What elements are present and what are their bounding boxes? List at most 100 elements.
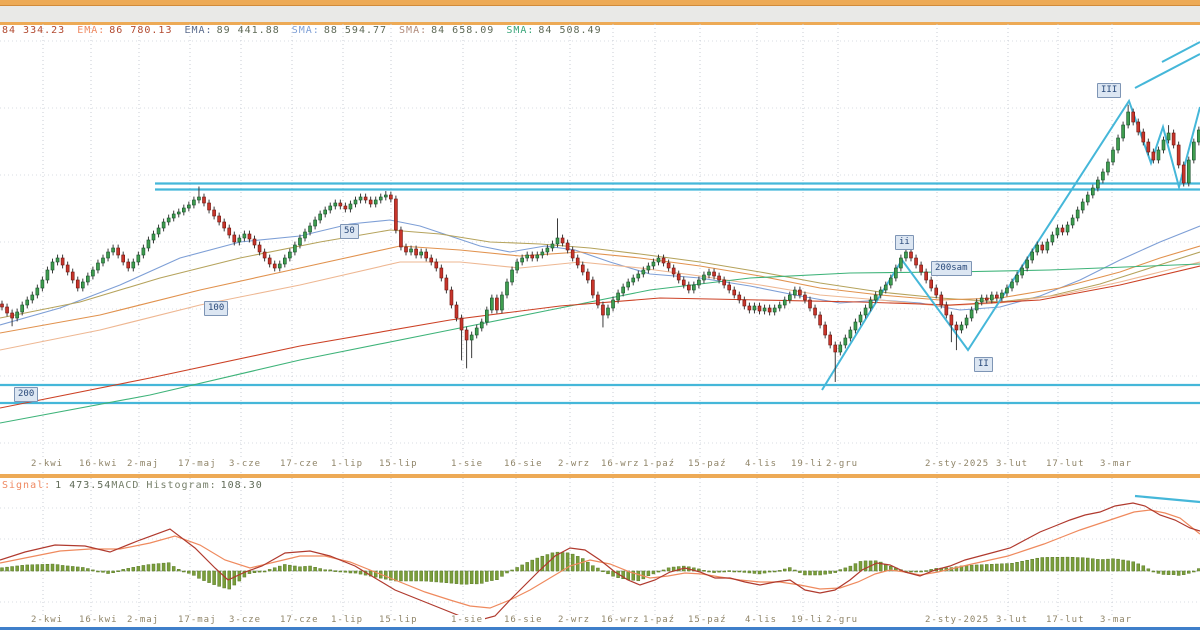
histogram-bar	[591, 565, 595, 572]
candle-body	[277, 263, 282, 269]
chart-tag-50[interactable]: 50	[340, 224, 359, 239]
chart-tag-200[interactable]: 200	[14, 387, 39, 402]
candle-body	[45, 269, 50, 281]
candle-body	[121, 254, 125, 263]
histogram-bar	[767, 570, 772, 573]
sma-100-line	[0, 229, 1200, 319]
macd-trendline[interactable]	[1134, 494, 1200, 504]
histogram-bar	[909, 570, 913, 573]
candle-body	[793, 289, 797, 296]
candle-body	[1156, 149, 1161, 161]
sma-200-line	[0, 263, 1200, 424]
chart-tag-200sam[interactable]: 200sam	[931, 261, 972, 276]
candle-body	[50, 261, 55, 271]
candle-body	[1181, 164, 1186, 184]
date-tick-label: 3-lut	[994, 459, 1031, 469]
candle-body	[727, 284, 732, 291]
date-tick-label: 16-kwi	[77, 615, 120, 625]
candle-body	[232, 234, 237, 243]
indicator-values-header: 84 334.23 EMA: 86 780.13 EMA: 89 441.88 SMA: 8…	[2, 25, 614, 36]
candle-body	[636, 273, 641, 279]
candle-body	[1091, 187, 1095, 196]
chart-tag-iii[interactable]: III	[1097, 83, 1122, 98]
candle-body	[409, 248, 413, 253]
candle-body	[368, 199, 373, 205]
histogram-bar	[278, 565, 282, 572]
candle-body	[328, 205, 333, 211]
histogram-bar	[808, 570, 812, 576]
candle-body	[1015, 274, 1019, 283]
histogram-bar	[1166, 570, 1171, 575]
date-tick-label: 16-wrz	[599, 615, 642, 625]
candle-body	[343, 205, 348, 210]
candle-body	[752, 305, 757, 311]
histogram-bar	[581, 558, 585, 572]
candle-body	[187, 204, 191, 209]
candle-body	[1146, 141, 1151, 153]
candle-body	[1111, 149, 1115, 163]
candle-body	[1020, 267, 1024, 276]
channel-line-1[interactable]	[1134, 53, 1200, 89]
candle-body	[40, 279, 45, 289]
candle-body	[722, 279, 726, 286]
histogram-bar	[126, 568, 130, 572]
candle-body	[212, 209, 216, 217]
candle-body	[469, 334, 474, 341]
indicator-label: EMA:	[77, 25, 106, 36]
candle-body	[383, 194, 388, 198]
histogram-bar	[272, 567, 277, 572]
histogram-bar	[136, 566, 141, 572]
candle-body	[888, 277, 893, 286]
candle-body	[474, 327, 479, 336]
candle-body	[873, 294, 878, 301]
histogram-bar	[1070, 557, 1075, 572]
date-tick-label: 19-lis	[789, 615, 832, 625]
histogram-bar	[540, 555, 545, 572]
candle-body	[25, 299, 30, 306]
candle-body	[671, 267, 676, 275]
candle-body	[868, 299, 873, 309]
histogram-bar	[166, 562, 171, 572]
histogram-bar	[212, 570, 216, 585]
chart-tag-ii[interactable]: ii	[895, 235, 914, 250]
histogram-bar	[1010, 563, 1014, 572]
candle-body	[171, 213, 176, 219]
candle-body	[954, 324, 959, 331]
channel-line-2[interactable]	[1161, 41, 1200, 63]
candle-body	[166, 217, 171, 223]
indicator-value: 89 441.88	[216, 25, 280, 36]
candle-body	[65, 264, 70, 273]
histogram-bar	[187, 570, 191, 574]
histogram-bar	[954, 566, 959, 572]
candle-body	[1161, 139, 1166, 151]
candle-body	[141, 247, 146, 256]
candle-body	[1075, 209, 1080, 219]
histogram-bar	[384, 570, 388, 580]
candle-body	[75, 279, 80, 289]
candle-body	[1121, 124, 1125, 139]
indicator-item: EMA: 89 441.88	[184, 25, 285, 36]
candle-body	[55, 257, 60, 263]
chart-tag-100[interactable]: 100	[204, 301, 229, 316]
candle-body	[1151, 151, 1156, 161]
histogram-bar	[570, 553, 575, 572]
histogram-bar	[762, 570, 767, 574]
histogram-bar	[1050, 557, 1055, 572]
candle-body	[924, 271, 928, 281]
date-tick-label: 16-kwi	[77, 459, 120, 469]
candle-body	[823, 324, 827, 336]
date-axis-macd: 2-kwi 16-kwi 2-maj 17-maj 3-cze 17-cze 1-lip 15…	[0, 615, 1200, 629]
date-tick-label: 15-paź	[686, 459, 729, 469]
candle-body	[525, 254, 530, 259]
histogram-bar	[974, 564, 979, 572]
candle-body	[459, 317, 464, 331]
histogram-bar	[1136, 563, 1140, 572]
candle-body	[60, 257, 65, 266]
date-tick-label: 17-lut	[1044, 615, 1087, 625]
chart-tag-ii[interactable]: II	[974, 357, 993, 372]
histogram-bar	[843, 567, 848, 572]
histogram-bar	[828, 570, 832, 574]
date-tick-label: 15-lip	[377, 615, 420, 625]
candle-body	[676, 273, 681, 281]
histogram-bar	[520, 564, 524, 572]
